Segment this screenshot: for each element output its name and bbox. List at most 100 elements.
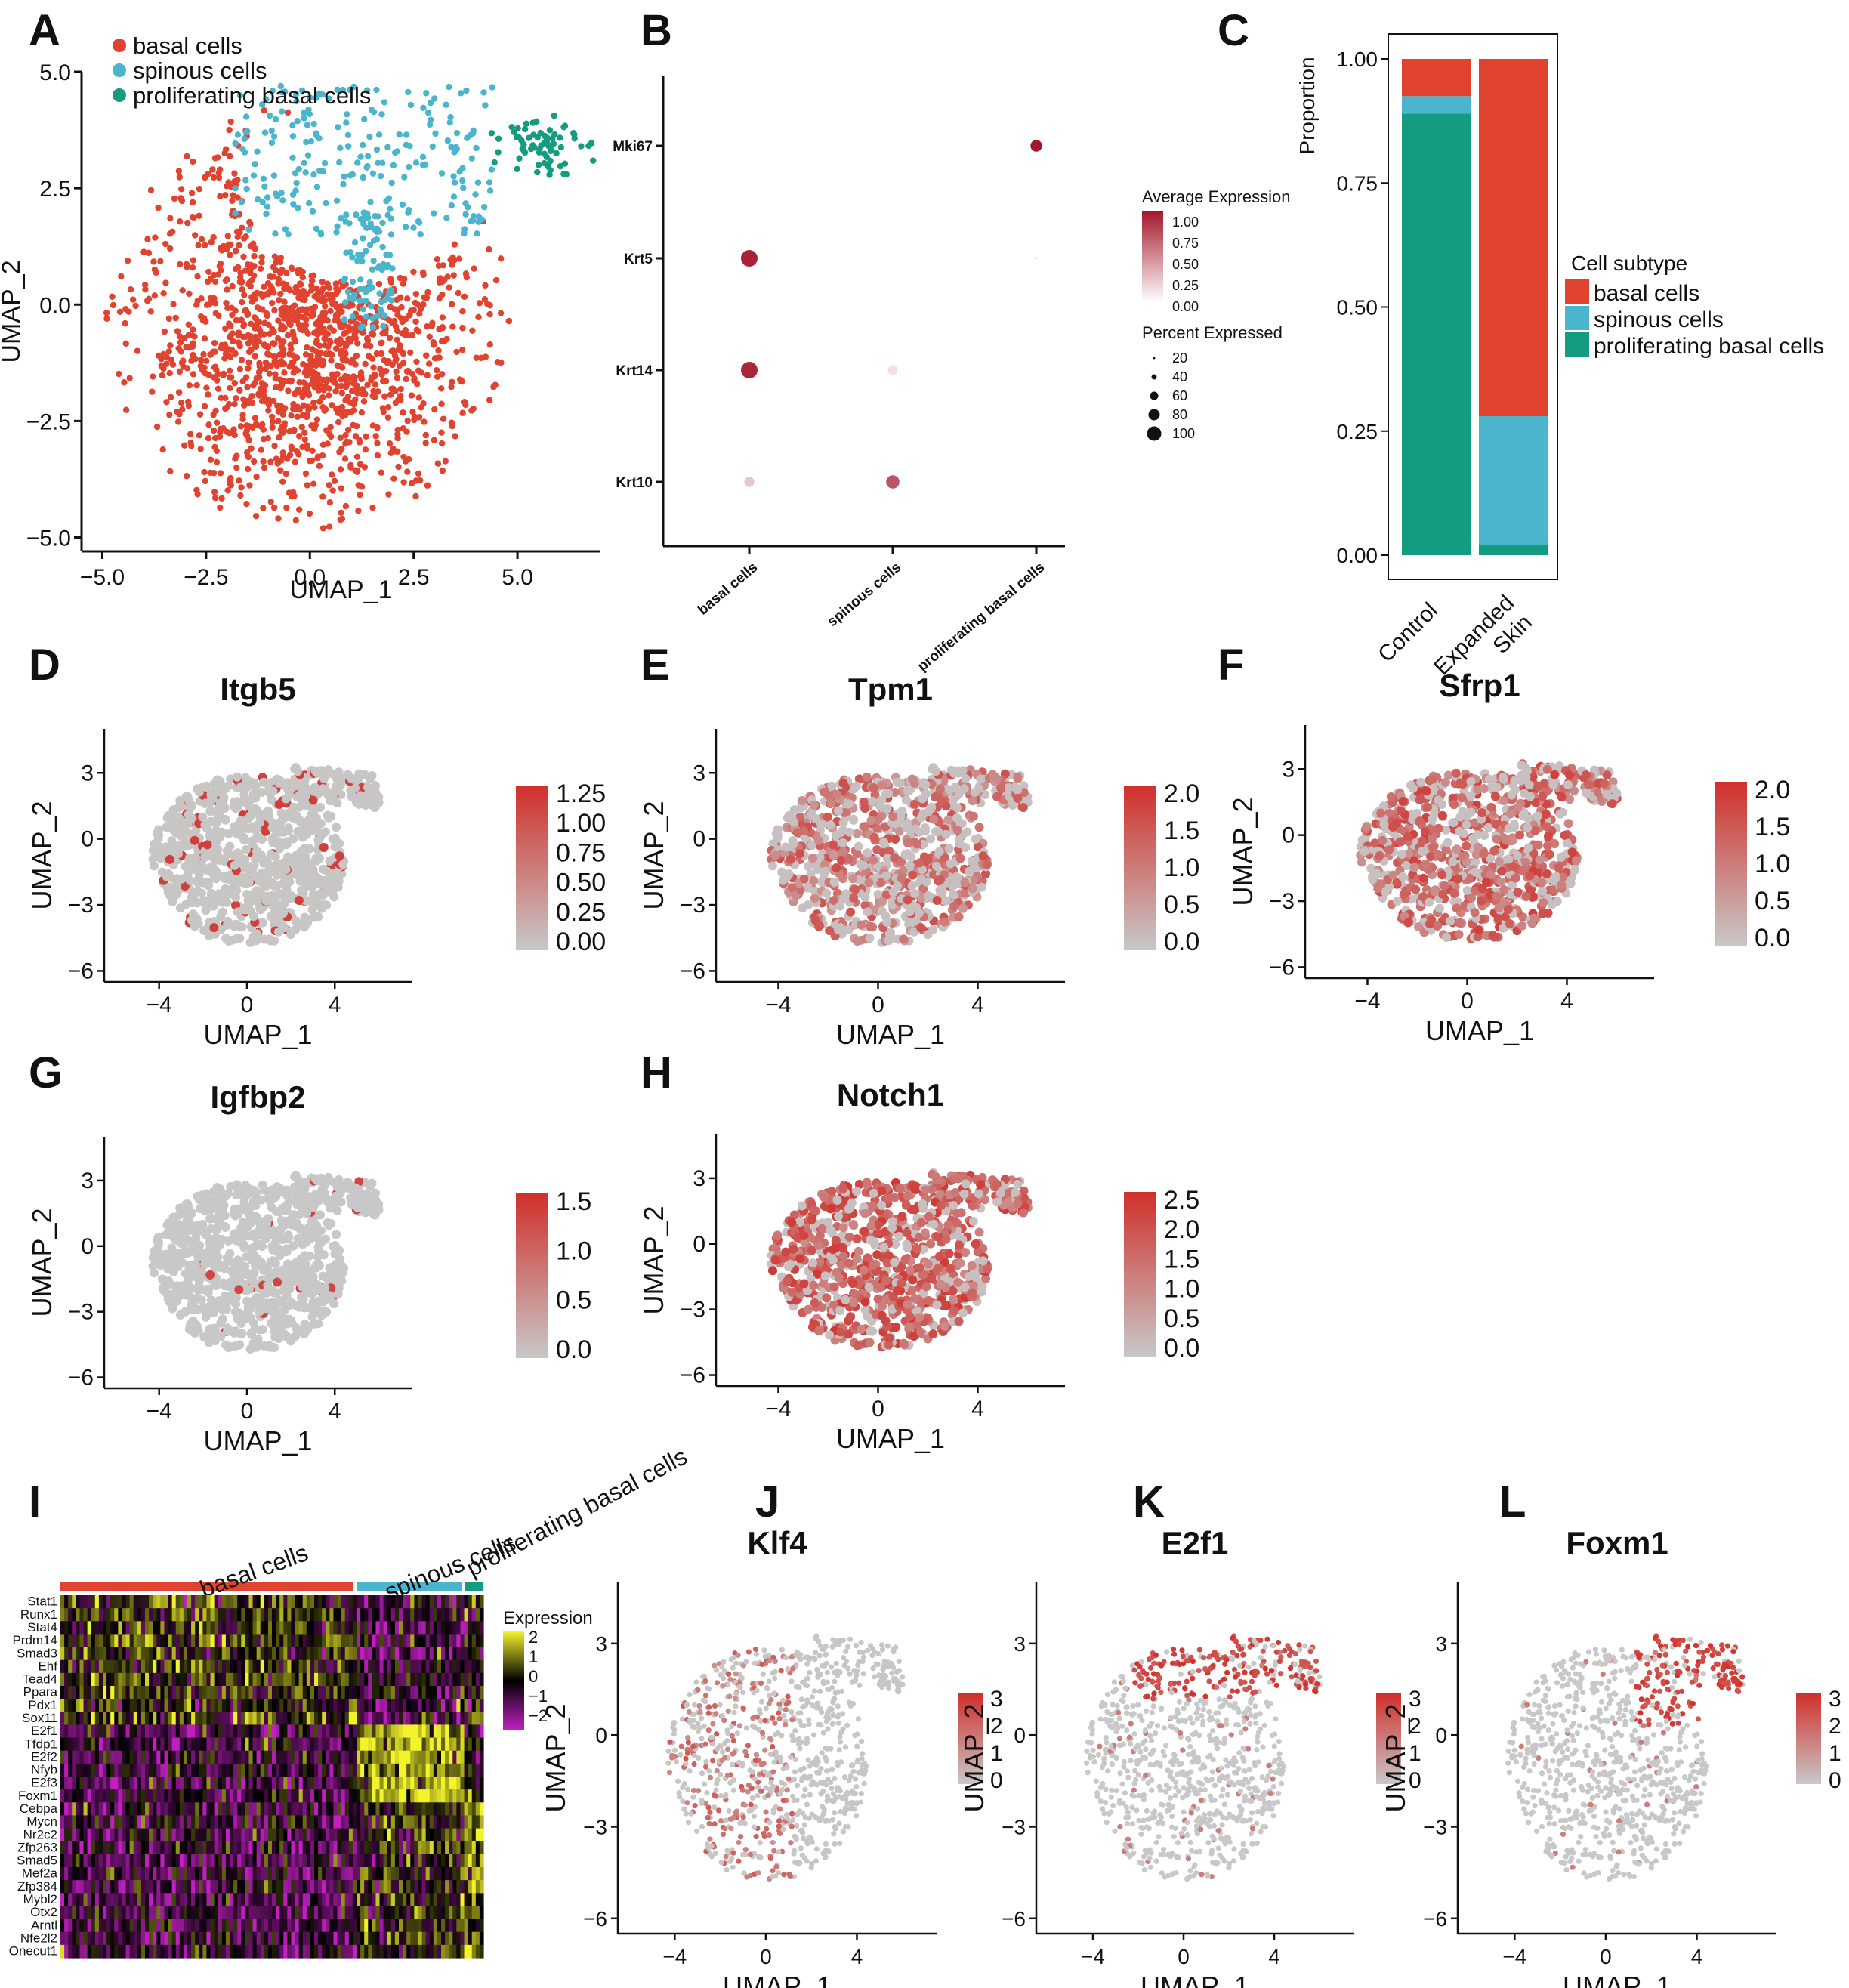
point-basal [416,310,423,317]
point-basal [217,166,224,173]
cell-point [1524,780,1534,790]
point-spinous [468,155,476,162]
cell-point [293,767,303,776]
y-tick-label: −3 [680,893,705,918]
cell-point [1451,768,1461,778]
point-basal [257,265,264,273]
x-tick-label: 0.0 [294,565,326,590]
point-basal [388,385,395,393]
point-basal [436,354,443,361]
cell-point [1557,880,1567,890]
point-basal [217,504,224,511]
point-basal [430,339,437,346]
point-basal [248,392,255,400]
point-basal [418,369,425,376]
dot-Krt14-0 [741,362,758,378]
point-spinous [301,115,307,122]
cell-point [967,856,977,866]
cell-point [931,861,941,871]
point-basal [176,333,184,340]
point-proliferating [529,119,536,126]
point-basal [439,467,446,474]
cell-point [1428,774,1437,784]
point-basal [428,323,436,329]
point-basal [355,508,362,514]
cell-point [1425,897,1434,907]
colorbar-tick: 0.0 [1755,924,1790,952]
point-basal [286,489,293,496]
point-basal [346,439,353,446]
point-spinous [369,315,377,322]
point-basal [144,236,151,242]
point-spinous [482,102,489,109]
point-spinous [264,194,271,201]
point-basal [386,316,393,324]
point-basal [221,355,228,362]
cell-point [1396,806,1406,816]
point-spinous [373,86,380,94]
avg-tick: 0.50 [1172,257,1199,272]
point-spinous [357,153,364,160]
point-basal [324,291,331,298]
cell-point [196,866,205,876]
point-spinous [264,203,271,210]
panel-label-H: H [641,1048,672,1097]
point-basal [174,328,181,335]
point-basal [338,515,346,523]
cell-point [221,814,230,824]
point-basal [358,483,366,490]
point-basal [353,453,361,460]
point-basal [403,368,411,375]
cell-point [940,917,950,927]
point-spinous [446,83,452,91]
point-basal [144,298,151,304]
cell-point [955,854,965,863]
point-basal [439,314,446,321]
point-spinous [347,172,353,179]
cell-point [273,776,283,786]
point-basal [281,405,289,412]
cell-point [177,826,187,835]
point-basal [264,343,271,350]
point-basal [175,345,182,352]
point-basal [295,267,301,274]
point-basal [354,390,361,397]
point-basal [248,320,255,328]
cell-point [799,874,809,884]
point-spinous [424,109,432,116]
y-axis-label: UMAP_2 [1227,797,1258,906]
cell-point [1515,830,1525,840]
cell-point [338,860,348,869]
point-spinous [250,172,258,179]
point-basal [227,477,233,483]
point-basal [260,505,267,511]
cell-point [211,818,221,828]
point-basal [345,323,352,331]
cell-point [808,853,818,863]
point-basal [197,363,205,369]
cell-point [1454,930,1464,940]
point-basal [278,381,286,388]
point-basal [297,323,304,331]
point-spinous [344,131,352,139]
point-basal [362,446,369,453]
point-basal [166,411,173,418]
point-basal [354,340,361,347]
point-basal [255,290,261,297]
panel-label-F: F [1218,641,1244,690]
point-basal [310,400,317,406]
cell-point [328,834,338,844]
x-axis-label: UMAP_1 [203,1019,312,1050]
point-basal [231,170,238,177]
point-basal [276,360,283,367]
cell-point [773,826,783,835]
cell-point [1505,809,1515,819]
point-basal [262,359,270,366]
point-spinous [238,199,245,205]
cell-point [1565,770,1575,780]
point-basal [202,357,210,364]
point-basal [314,290,322,297]
cell-point [907,881,917,891]
point-basal [291,335,298,342]
cell-point [1403,917,1413,927]
